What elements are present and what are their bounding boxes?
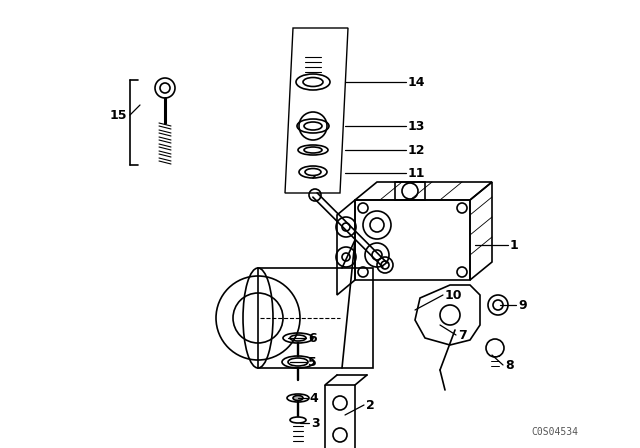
Text: 14: 14: [408, 76, 426, 89]
Text: 9: 9: [518, 298, 527, 311]
Text: 5: 5: [308, 356, 317, 369]
Text: 3: 3: [311, 417, 319, 430]
Bar: [395, 182, 425, 200]
Text: 15: 15: [110, 108, 127, 121]
Text: 6: 6: [308, 332, 317, 345]
Text: 11: 11: [408, 167, 426, 180]
Text: 10: 10: [445, 289, 463, 302]
Text: 2: 2: [366, 399, 375, 412]
Bar: [355, 200, 470, 280]
Text: 13: 13: [408, 120, 426, 133]
Text: 1: 1: [510, 238, 519, 251]
Text: 4: 4: [309, 392, 317, 405]
Ellipse shape: [293, 396, 303, 401]
Bar: [258, 268, 373, 368]
Text: C0S04534: C0S04534: [531, 427, 579, 437]
Text: 12: 12: [408, 143, 426, 156]
Text: 8: 8: [505, 358, 514, 371]
Text: 7: 7: [458, 328, 467, 341]
Bar: [325, 385, 355, 448]
